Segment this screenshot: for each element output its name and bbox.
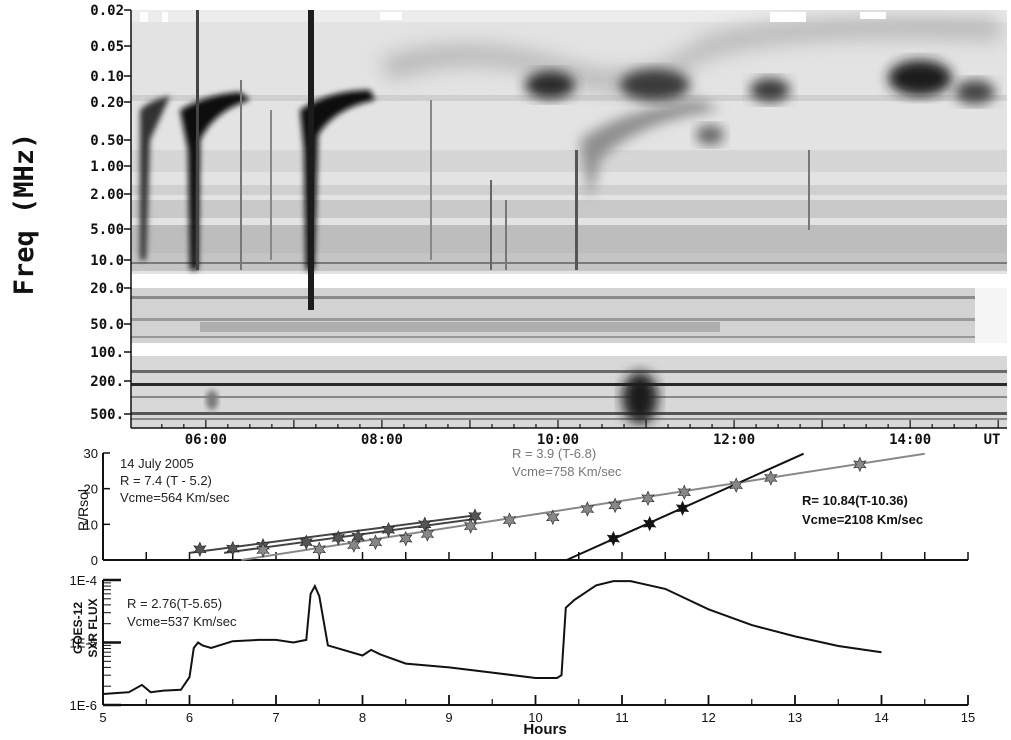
height-time-point bbox=[764, 470, 778, 486]
hours-tick-label: 10 bbox=[528, 710, 542, 725]
height-time-point bbox=[502, 512, 517, 528]
height-time-point bbox=[642, 515, 657, 532]
freq-tick-label: 5.00 bbox=[90, 222, 124, 238]
hours-tick-label: 12 bbox=[701, 710, 715, 725]
height-time-point bbox=[463, 518, 478, 534]
flux-tick-label: 1E-5 bbox=[70, 636, 97, 651]
hours-tick-label: 6 bbox=[186, 710, 193, 725]
height-tick-label: 10 bbox=[84, 517, 98, 532]
height-tick-label: 30 bbox=[84, 446, 98, 461]
time-unit-label: UT bbox=[984, 432, 1001, 448]
height-time-point bbox=[368, 534, 383, 550]
height-time-point bbox=[299, 534, 313, 550]
goes-flux-panel: 1E-6 1E-5 1E-4 5 6 7 8 9 10 11 12 13 14 15 GOES-12 SX… bbox=[70, 573, 976, 738]
freq-tick-label: 0.02 bbox=[90, 3, 124, 19]
goes-label-line1: GOES-12 bbox=[71, 602, 85, 654]
time-tick-label: 06:00 bbox=[185, 432, 227, 448]
freq-tick-label: 200. bbox=[90, 374, 124, 390]
freq-tick-label: 0.50 bbox=[90, 133, 124, 149]
height-time-point bbox=[729, 477, 743, 493]
hours-tick-label: 13 bbox=[788, 710, 802, 725]
height-time-point bbox=[677, 484, 691, 500]
freq-axis-label: Freq (MHz) bbox=[9, 133, 40, 296]
height-time-point bbox=[580, 501, 595, 517]
time-tick-labels: 06:00 08:00 10:00 12:00 14:00 UT bbox=[161, 420, 1001, 448]
height-axis-label: R/Rsol bbox=[75, 489, 91, 531]
height-time-point bbox=[608, 497, 622, 514]
time-tick-label: 10:00 bbox=[537, 432, 579, 448]
height-tick-label: 20 bbox=[84, 482, 98, 497]
height-time-point bbox=[312, 541, 326, 558]
freq-tick-label: 0.20 bbox=[90, 95, 124, 111]
hours-tick-label: 8 bbox=[359, 710, 366, 725]
time-tick-label: 14:00 bbox=[889, 432, 931, 448]
height-time-point bbox=[347, 537, 361, 553]
freq-tick-label: 500. bbox=[90, 407, 124, 423]
speed-a-label: Vcme=564 Km/sec bbox=[120, 490, 230, 505]
goes-label-line2: SXR FLUX bbox=[86, 598, 100, 657]
freq-tick-label: 0.10 bbox=[90, 69, 124, 85]
hours-tick-label: 11 bbox=[615, 710, 629, 725]
height-time-point bbox=[193, 541, 207, 558]
flux-tick-label: 1E-4 bbox=[70, 573, 97, 588]
speed-c-label: Vcme=2108 Km/sec bbox=[802, 512, 923, 527]
height-time-point bbox=[546, 509, 560, 525]
height-time-point bbox=[675, 500, 690, 517]
hours-tick-label: 15 bbox=[961, 710, 975, 725]
height-time-panel: 0 10 20 30 R/Rsol 14 July 2005 R = 7.4 (T -… bbox=[75, 446, 969, 568]
height-time-point bbox=[399, 530, 413, 547]
freq-tick-label: 50.0 bbox=[90, 317, 124, 333]
goes-flux-line bbox=[102, 580, 882, 695]
fit-d-label: R = 2.76(T-5.65) bbox=[127, 596, 222, 611]
height-time-points bbox=[193, 456, 867, 558]
date-label: 14 July 2005 bbox=[120, 456, 194, 471]
hours-tick-label: 5 bbox=[99, 710, 106, 725]
time-tick-label: 12:00 bbox=[713, 432, 755, 448]
height-time-point bbox=[641, 490, 655, 507]
fit-b-label: R = 3.9 (T-6.8) bbox=[512, 446, 596, 461]
speed-b-label: Vcme=758 Km/sec bbox=[512, 464, 622, 479]
goes-flux-axes: 1E-6 1E-5 1E-4 5 6 7 8 9 10 11 12 13 14 15 bbox=[70, 573, 976, 725]
freq-tick-label: 20.0 bbox=[90, 281, 124, 297]
time-tick-label: 08:00 bbox=[361, 432, 403, 448]
freq-tick-label: 2.00 bbox=[90, 187, 124, 203]
freq-tick-label: 10.0 bbox=[90, 253, 124, 269]
height-time-point bbox=[606, 530, 621, 547]
height-tick-label: 0 bbox=[91, 553, 98, 568]
speed-d-label: Vcme=537 Km/sec bbox=[127, 614, 237, 629]
fit-c-label: R= 10.84(T-10.36) bbox=[802, 493, 908, 508]
height-time-point bbox=[853, 456, 867, 473]
height-time-point bbox=[226, 540, 240, 557]
hours-tick-label: 9 bbox=[445, 710, 452, 725]
spectrogram-image bbox=[131, 10, 1007, 428]
hours-tick-label: 14 bbox=[874, 710, 888, 725]
flux-tick-label: 1E-6 bbox=[70, 698, 97, 713]
spectrogram-panel: 0.02 0.05 0.10 0.20 0.50 1.00 2.00 5.00 10.0 20.0… bbox=[9, 3, 1007, 448]
height-time-point bbox=[256, 542, 270, 558]
hours-axis-label: Hours bbox=[523, 721, 566, 738]
height-time-point bbox=[331, 530, 345, 546]
fit-a-label: R = 7.4 (T - 5.2) bbox=[120, 473, 212, 488]
hours-tick-label: 7 bbox=[272, 710, 279, 725]
freq-tick-label: 0.05 bbox=[90, 39, 124, 55]
height-time-point bbox=[381, 521, 396, 538]
freq-tick-label: 100. bbox=[90, 345, 124, 361]
height-time-point bbox=[420, 526, 435, 542]
freq-tick-labels: 0.02 0.05 0.10 0.20 0.50 1.00 2.00 5.00 10.0 20.0… bbox=[90, 3, 131, 423]
freq-tick-label: 1.00 bbox=[90, 159, 124, 175]
